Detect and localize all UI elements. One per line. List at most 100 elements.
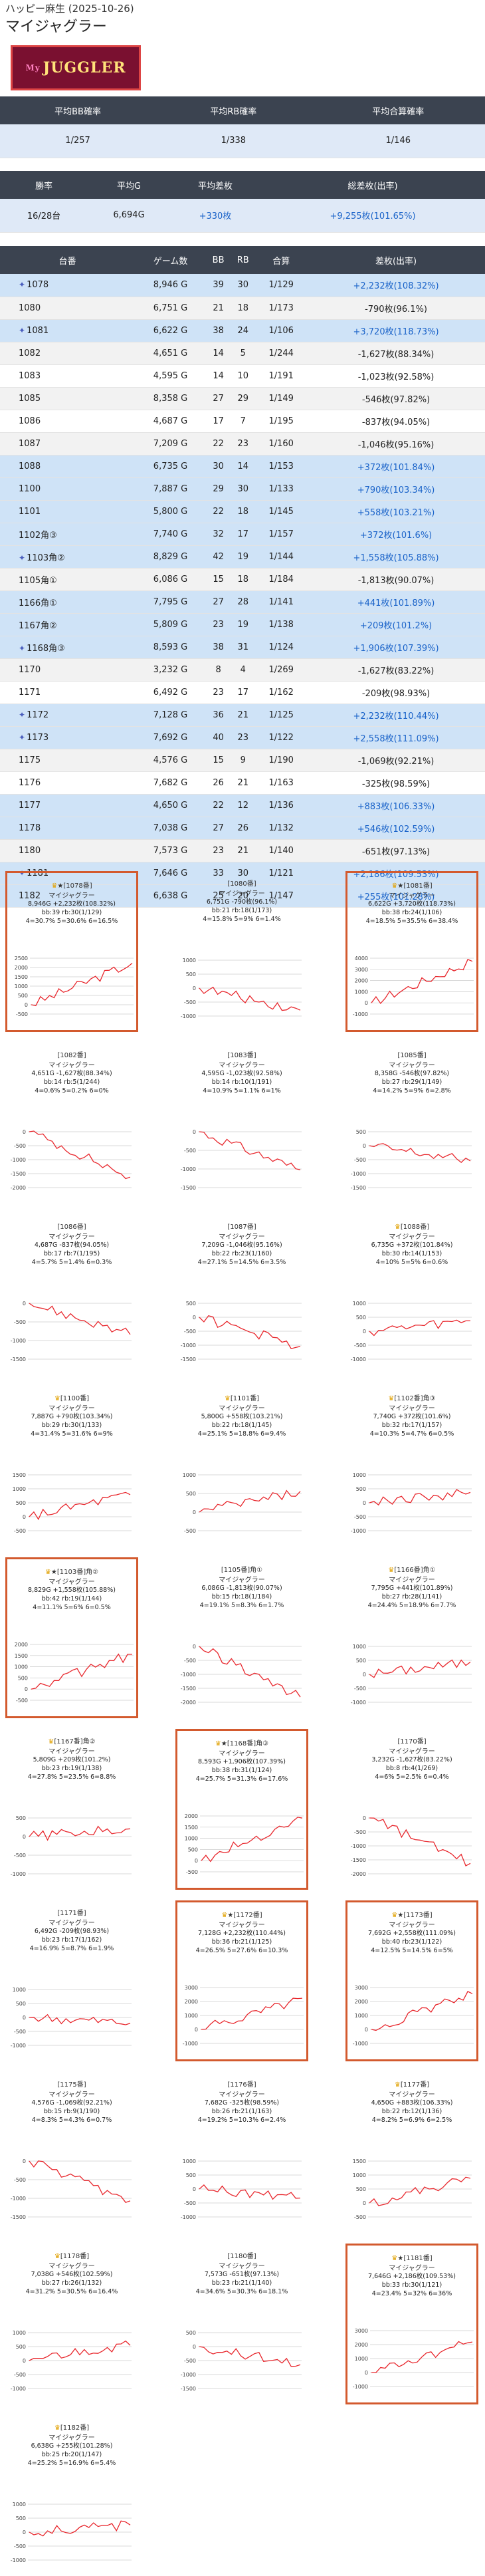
- card-bonus: bb:26 rb:21(1/163): [211, 2108, 272, 2115]
- cell-total: 1/125: [255, 704, 308, 727]
- cell-games: 7,128 G: [134, 704, 207, 727]
- cell-diff: +441枚(101.89%): [307, 590, 485, 614]
- card-title: [1087番]: [227, 1224, 256, 1231]
- table-row[interactable]: ✦ 1103角② 8,829 G 42 19 1/144 +1,558枚(105.88%): [0, 545, 485, 569]
- graph-card[interactable]: ♛[1102番]角③ マイジャグラー 7,740G +372枚(101.6%) bb:…: [345, 1386, 478, 1547]
- table-row[interactable]: 1086 4,687 G 17 7 1/195 -837枚(94.05%): [0, 410, 485, 433]
- table-row[interactable]: 1083 4,595 G 14 10 1/191 -1,023枚(92.58%): [0, 364, 485, 388]
- machine-table: 台番 ゲーム数 BB RB 合算 差枚(出率) ✦ 1078 8,946 G 39 30…: [0, 246, 485, 908]
- slump-graph: 3000 2000 1000 0 -1000: [353, 1985, 474, 2047]
- graph-card[interactable]: ♛[1167番]角② マイジャグラー 5,809G +209枚(101.2%) bb:…: [5, 1729, 138, 1890]
- table-row[interactable]: 1088 6,735 G 30 14 1/153 +372枚(101.84%): [0, 455, 485, 478]
- y-tick-label: -500: [16, 1011, 28, 1017]
- table-row[interactable]: 1105角① 6,086 G 15 18 1/184 -1,813枚(90.07%): [0, 568, 485, 591]
- graph-card[interactable]: ♛[1100番] マイジャグラー 7,887G +790枚(103.34%) bb:2…: [5, 1386, 138, 1547]
- card-bonus: bb:38 rb:24(1/106): [381, 909, 442, 916]
- graph-card[interactable]: [1180番] マイジャグラー 7,573G -651枚(97.13%) bb:23 …: [175, 2244, 308, 2404]
- table-row[interactable]: ✦ 1172 7,128 G 36 21 1/125 +2,232枚(110.44%): [0, 704, 485, 727]
- graph-card[interactable]: ♛[1178番] マイジャグラー 7,038G +546枚(102.59%) bb:2…: [5, 2244, 138, 2404]
- graph-card[interactable]: ♛★[1173番] マイジャグラー 7,692G +2,558枚(111.09%) b…: [345, 1900, 478, 2061]
- slump-line: [369, 1659, 471, 1678]
- graph-card[interactable]: [1170番] マイジャグラー 3,232G -1,627枚(83.22%) bb:8…: [345, 1729, 478, 1890]
- graph-card[interactable]: ♛★[1172番] マイジャグラー 7,128G +2,232枚(110.44%) b…: [175, 1900, 308, 2061]
- table-row[interactable]: 1101 5,800 G 22 18 1/145 +558枚(103.21%): [0, 500, 485, 523]
- card-title: ♛★[1181番]: [391, 2255, 433, 2262]
- card-title: [1086番]: [57, 1224, 86, 1231]
- table-row[interactable]: 1175 4,576 G 15 9 1/190 -1,069枚(92.21%): [0, 749, 485, 772]
- table-row[interactable]: 1177 4,650 G 22 12 1/136 +883枚(106.33%): [0, 794, 485, 817]
- graph-card[interactable]: ♛[1166番]角① マイジャグラー 7,795G +441枚(101.89%) bb…: [345, 1557, 478, 1718]
- y-tick-label: 0: [23, 2015, 26, 2021]
- table-row[interactable]: 1180 7,573 G 23 21 1/140 -651枚(97.13%): [0, 839, 485, 862]
- table-row[interactable]: ✦ 1168角③ 8,593 G 38 31 1/124 +1,906枚(107.39%): [0, 636, 485, 659]
- table-row[interactable]: 1176 7,682 G 26 21 1/163 -325枚(98.59%): [0, 771, 485, 795]
- graph-card[interactable]: [1087番] マイジャグラー 7,209G -1,046枚(95.16%) bb:2…: [175, 1214, 308, 1375]
- y-tick-label: -500: [14, 2543, 26, 2549]
- cell-diff: +255枚(101.28%): [307, 884, 485, 908]
- table-row[interactable]: 1085 8,358 G 27 29 1/149 -546枚(97.82%): [0, 387, 485, 410]
- graph-card[interactable]: ♛★[1181番] マイジャグラー 7,646G +2,186枚(109.53%) b…: [345, 2244, 478, 2404]
- table-row[interactable]: 1102角③ 7,740 G 32 17 1/157 +372枚(101.6%): [0, 523, 485, 546]
- slump-graph: 500 0 -500 -1000 -1500: [351, 1129, 472, 1191]
- card-bonus: bb:15 rb:9(1/190): [43, 2108, 100, 2115]
- graph-card[interactable]: [1083番] マイジャグラー 4,595G -1,023枚(92.58%) bb:1…: [175, 1043, 308, 1204]
- y-tick-label: -500: [184, 2358, 196, 2364]
- table-row[interactable]: 1166角① 7,795 G 27 28 1/141 +441枚(101.89%): [0, 590, 485, 614]
- graph-card[interactable]: ♛★[1103番]角② マイジャグラー 8,829G +1,558枚(105.88%…: [5, 1557, 138, 1718]
- card-bonus: bb:22 rb:12(1/136): [381, 2108, 442, 2115]
- y-tick-label: 0: [363, 1500, 366, 1506]
- card-machine-type: マイジャグラー: [219, 2091, 265, 2099]
- cell-rb: 31: [231, 636, 256, 659]
- cell-total: 1/147: [255, 884, 308, 908]
- card-setting-prob: 4=5.7% 5=1.4% 6=0.3%: [31, 1259, 112, 1266]
- card-machine-type: マイジャグラー: [389, 2091, 435, 2099]
- y-tick-label: 500: [186, 971, 196, 977]
- cell-games: 4,576 G: [134, 749, 207, 772]
- graph-card[interactable]: ♛★[1081番] マイジャグラー 6,622G +3,720枚(118.73%) b…: [345, 871, 478, 1032]
- table-row[interactable]: 1170 3,232 G 8 4 1/269 -1,627枚(83.22%): [0, 658, 485, 682]
- y-tick-label: 2500: [15, 956, 28, 962]
- graph-card[interactable]: ♛★[1168番]角③ マイジャグラー 8,593G +1,906枚(107.39%…: [175, 1729, 308, 1890]
- graph-card[interactable]: [1105番]角① マイジャグラー 6,086G -1,813枚(90.07%) bb…: [175, 1557, 308, 1718]
- table-row[interactable]: 1182 6,638 G 25 20 1/147 +255枚(101.28%): [0, 884, 485, 908]
- y-tick-label: 0: [23, 1301, 26, 1307]
- graph-card[interactable]: ♛[1182番] マイジャグラー 6,638G +255枚(101.28%) bb:2…: [5, 2415, 138, 2576]
- table-row[interactable]: 1100 7,887 G 29 30 1/133 +790枚(103.34%): [0, 477, 485, 501]
- cell-machine-no: 1178: [0, 817, 135, 840]
- table-row[interactable]: ✦ 1181 7,646 G 33 30 1/121 +2,186枚(109.53%): [0, 862, 485, 885]
- y-tick-label: -1500: [181, 1356, 196, 1362]
- graph-card[interactable]: [1176番] マイジャグラー 7,682G -325枚(98.59%) bb:26 …: [175, 2072, 308, 2233]
- graph-card[interactable]: [1175番] マイジャグラー 4,576G -1,069枚(92.21%) bb:1…: [5, 2072, 138, 2233]
- cell-total: 1/163: [255, 771, 308, 795]
- graph-card[interactable]: [1171番] マイジャグラー 6,492G -209枚(98.93%) bb:23 …: [5, 1900, 138, 2061]
- table-row[interactable]: 1087 7,209 G 22 23 1/160 -1,046枚(95.16%): [0, 432, 485, 455]
- cell-diff: +790枚(103.34%): [307, 477, 485, 501]
- value-total-diff: +9,255枚(101.65%): [260, 199, 485, 233]
- table-row[interactable]: 1080 6,751 G 21 18 1/173 -790枚(96.1%): [0, 297, 485, 320]
- table-row[interactable]: ✦ 1081 6,622 G 38 24 1/106 +3,720枚(118.73%): [0, 319, 485, 342]
- y-tick-label: 0: [193, 1509, 196, 1515]
- table-row[interactable]: 1171 6,492 G 23 17 1/162 -209枚(98.93%): [0, 681, 485, 704]
- y-tick-label: 1000: [353, 1644, 366, 1650]
- graph-card[interactable]: [1080番] マイジャグラー 6,751G -790枚(96.1%) bb:21 r…: [175, 871, 308, 1032]
- table-row[interactable]: 1082 4,651 G 14 5 1/244 -1,627枚(88.34%): [0, 342, 485, 365]
- y-tick-label: -2000: [11, 1185, 26, 1191]
- card-diff: 7,682G -325枚(98.59%): [204, 2099, 280, 2107]
- graph-card[interactable]: ♛★[1078番] マイジャグラー 8,946G +2,232枚(108.32%) b…: [5, 871, 138, 1032]
- card-machine-type: マイジャグラー: [48, 1233, 95, 1241]
- table-row[interactable]: 1178 7,038 G 27 26 1/132 +546枚(102.59%): [0, 817, 485, 840]
- graph-card[interactable]: [1086番] マイジャグラー 4,687G -837枚(94.05%) bb:17 …: [5, 1214, 138, 1375]
- cell-bb: 14: [206, 342, 231, 365]
- y-tick-label: 0: [25, 1686, 28, 1692]
- table-row[interactable]: 1167角② 5,809 G 23 19 1/138 +209枚(101.2%): [0, 613, 485, 636]
- graph-card[interactable]: [1082番] マイジャグラー 4,651G -1,627枚(88.34%) bb:1…: [5, 1043, 138, 1204]
- graph-card[interactable]: ♛[1088番] マイジャグラー 6,735G +372枚(101.84%) bb:3…: [345, 1214, 478, 1375]
- table-row[interactable]: ✦ 1173 7,692 G 40 23 1/122 +2,558枚(111.09%): [0, 726, 485, 749]
- graph-card[interactable]: ♛[1101番] マイジャグラー 5,800G +558枚(103.21%) bb:2…: [175, 1386, 308, 1547]
- cell-total: 1/191: [255, 364, 308, 388]
- card-title: ♛[1100番]: [54, 1395, 90, 1402]
- graph-card[interactable]: [1085番] マイジャグラー 8,358G -546枚(97.82%) bb:27 …: [345, 1043, 478, 1204]
- graph-card[interactable]: ♛[1177番] マイジャグラー 4,650G +883枚(106.33%) bb:2…: [345, 2072, 478, 2233]
- table-row[interactable]: ✦ 1078 8,946 G 39 30 1/129 +2,232枚(108.32%): [0, 274, 485, 297]
- card-title: [1080番]: [227, 880, 256, 888]
